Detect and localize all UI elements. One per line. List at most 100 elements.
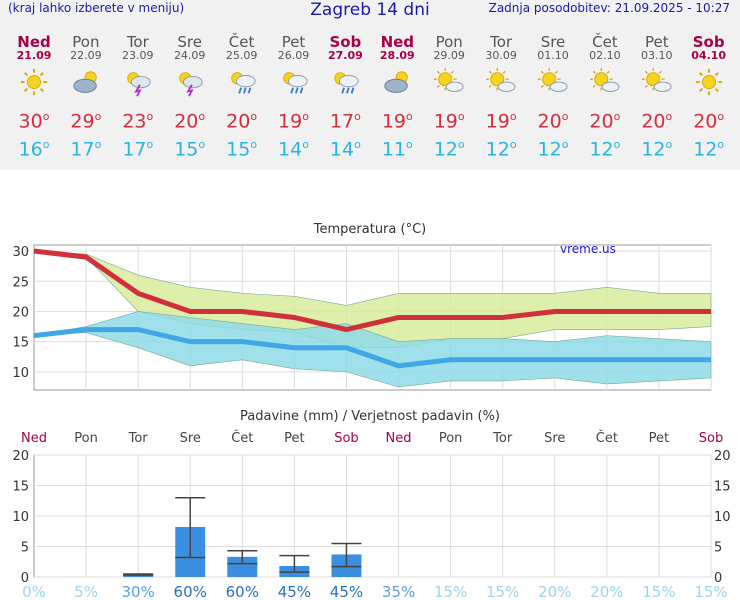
sun-icon <box>695 68 722 96</box>
max-temp: 20o <box>537 110 569 133</box>
y-tick-label: 25 <box>12 275 29 290</box>
min-temp: 14o <box>329 138 361 161</box>
y-tick-label: 20 <box>12 305 29 320</box>
min-temp: 15o <box>226 138 258 161</box>
min-temp: 12o <box>537 138 569 161</box>
precip-probability: 45% <box>330 583 363 600</box>
precip-probability: 0% <box>22 583 46 600</box>
day-column[interactable]: Čet 02.10 20o 12o <box>579 34 631 163</box>
precip-probability: 35% <box>382 583 415 600</box>
day-name: Sob <box>329 33 362 51</box>
y-tick-label-left: 20 <box>12 449 29 464</box>
cloud-sun-icon <box>73 71 97 93</box>
category-label: Sob <box>334 431 358 446</box>
max-temp: 29o <box>70 110 102 133</box>
day-date: 02.10 <box>589 49 621 62</box>
precip-probability: 30% <box>121 583 154 600</box>
sun-storm-icon <box>127 72 151 97</box>
day-date: 24.09 <box>173 49 206 62</box>
max-temp-line <box>33 248 711 333</box>
category-label: Tor <box>492 431 513 446</box>
precip-probability: 60% <box>226 583 259 600</box>
day-column[interactable]: Sre 24.09 20o 15o <box>164 34 216 163</box>
min-temp: 12o <box>641 138 673 161</box>
day-column[interactable]: Sob 27.09 17o 14o <box>319 34 371 163</box>
sun-icon <box>20 68 48 96</box>
precip-probability: 5% <box>74 583 98 600</box>
day-column[interactable]: Tor 30.09 19o 12o <box>475 34 527 163</box>
sun-cloud-icon <box>486 68 516 92</box>
y-tick-label-right: 0 <box>714 571 722 586</box>
category-label: Sre <box>544 431 565 446</box>
day-name: Ned <box>380 33 415 51</box>
y-tick-label-left: 10 <box>12 510 29 525</box>
day-name: Ned <box>17 33 51 51</box>
category-label: Pon <box>74 431 98 446</box>
precipitation-bar <box>227 556 258 577</box>
day-column[interactable]: Sob 04.10 20o 12o <box>683 34 735 163</box>
day-name: Pet <box>281 33 306 51</box>
max-temp: 20o <box>693 110 725 133</box>
category-label: Ned <box>386 431 412 446</box>
min-temp-line <box>33 327 711 369</box>
y-tick-label-left: 15 <box>12 480 29 495</box>
y-tick-label: 15 <box>12 336 29 351</box>
precip-probability: 20% <box>590 583 623 600</box>
sun-storm-icon <box>178 72 203 97</box>
y-tick-label-left: 5 <box>21 541 29 556</box>
day-name: Pet <box>644 33 669 51</box>
day-date: 23.09 <box>122 49 154 62</box>
day-column[interactable]: Pon 29.09 19o 12o <box>423 34 475 163</box>
day-column[interactable]: Pet 26.09 19o 14o <box>268 34 320 163</box>
day-date: 26.09 <box>277 49 310 62</box>
day-name: Sre <box>177 33 202 51</box>
precip-probability: 15% <box>642 583 675 600</box>
day-column[interactable]: Tor 23.09 23o 17o <box>112 34 164 163</box>
min-temp: 12o <box>693 138 725 161</box>
watermark: vreme.us <box>560 242 616 256</box>
precipitation-chart: Padavine (mm) / Verjetnost padavin (%) Ne… <box>12 409 731 600</box>
day-column[interactable]: Pon 22.09 29o 17o <box>60 34 112 163</box>
day-column[interactable]: Ned 21.09 30o 16o <box>8 34 60 163</box>
location-hint[interactable]: (kraj lahko izberete v meniju) <box>8 1 185 15</box>
sun-rain-icon <box>230 72 256 94</box>
category-label: Tor <box>128 431 149 446</box>
min-temp: 12o <box>589 138 621 161</box>
max-temp: 19o <box>278 110 309 133</box>
sun-cloud-icon <box>589 68 620 92</box>
day-name: Sre <box>540 33 566 51</box>
precip-probability: 60% <box>174 583 207 600</box>
day-name: Tor <box>126 33 149 51</box>
precip-probability: 15% <box>694 583 727 600</box>
sun-rain-icon <box>282 72 308 94</box>
precip-probability: 15% <box>486 583 519 600</box>
day-column[interactable]: Sre 01.10 20o 12o <box>527 34 579 163</box>
y-tick-label-right: 15 <box>714 480 731 495</box>
day-date: 29.09 <box>433 49 465 62</box>
max-temp: 19o <box>381 110 413 133</box>
day-date: 01.10 <box>537 49 569 62</box>
precip-probability: 45% <box>278 583 311 600</box>
min-temp: 15o <box>174 138 206 161</box>
min-temp: 12o <box>485 138 517 161</box>
day-date: 04.10 <box>691 49 727 62</box>
category-label: Pon <box>439 431 463 446</box>
day-name: Pon <box>72 33 100 51</box>
y-tick-label-right: 20 <box>714 449 731 464</box>
day-date: 28.09 <box>379 49 415 62</box>
y-tick-label-left: 0 <box>21 571 29 586</box>
max-temp: 17o <box>329 110 361 133</box>
last-updated: Zadnja posodobitev: 21.09.2025 - 10:27 <box>488 1 730 15</box>
max-temp: 19o <box>485 110 517 133</box>
day-column[interactable]: Pet 03.10 20o 12o <box>631 34 683 163</box>
day-name: Pon <box>435 33 463 51</box>
day-column[interactable]: Ned 28.09 19o 11o <box>371 34 423 163</box>
max-temp: 20o <box>641 110 673 133</box>
max-temp: 23o <box>122 110 154 133</box>
max-temp: 30o <box>18 110 50 133</box>
day-column[interactable]: Čet 25.09 20o 15o <box>216 34 268 163</box>
day-name: Tor <box>490 33 513 51</box>
max-temp: 20o <box>589 110 621 133</box>
min-temp: 16o <box>18 138 50 161</box>
day-date: 27.09 <box>327 49 363 62</box>
